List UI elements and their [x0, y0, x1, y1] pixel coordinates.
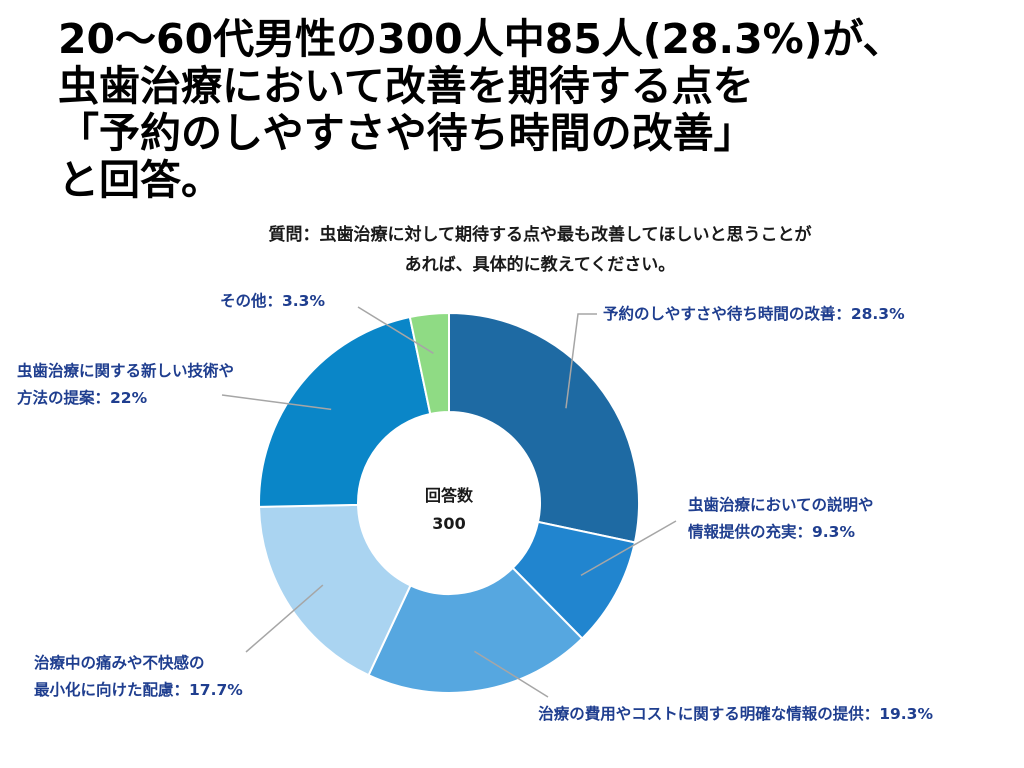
slice-label-line: 虫歯治療においての説明や: [688, 495, 874, 514]
slice-label-line: 方法の提案：22%: [17, 388, 148, 407]
question-line: あれば、具体的に教えてください。: [404, 255, 676, 275]
slice-label: 虫歯治療においての説明や情報提供の充実：9.3%: [688, 495, 874, 541]
leader-line: [221, 394, 332, 411]
slice-label: 治療の費用やコストに関する明確な情報の提供：19.3%: [538, 704, 933, 723]
slice-label-line: その他：3.3%: [220, 291, 325, 310]
headline-line: 虫歯治療において改善を期待する点を: [58, 62, 754, 110]
leader-line: [357, 306, 434, 354]
slice-label-line: 情報提供の充実：9.3%: [688, 522, 855, 541]
slice-label: 虫歯治療に関する新しい技術や方法の提案：22%: [17, 361, 234, 407]
slice-label: その他：3.3%: [220, 291, 325, 310]
headline: 20〜60代男性の300人中85人(28.3%)が、 虫歯治療において改善を期待…: [58, 16, 1008, 204]
headline-line: 20〜60代男性の300人中85人(28.3%)が、: [58, 15, 904, 63]
leader-line: [565, 313, 597, 409]
donut-slice: [258, 315, 432, 508]
donut-slice: [408, 311, 450, 416]
slice-label-line: 虫歯治療に関する新しい技術や: [17, 361, 234, 380]
headline-line: と回答。: [58, 156, 222, 204]
leader-line: [580, 520, 677, 577]
donut-slice: [258, 503, 412, 677]
question-line: 質問：虫歯治療に対して期待する点や最も改善してほしいと思うことが: [268, 225, 812, 245]
slice-label: 予約のしやすさや待ち時間の改善：28.3%: [603, 304, 905, 323]
survey-question: 質問：虫歯治療に対して期待する点や最も改善してほしいと思うことが あれば、具体的…: [100, 220, 980, 280]
slice-label-line: 治療の費用やコストに関する明確な情報の提供：19.3%: [538, 704, 933, 723]
slice-label: 治療中の痛みや不快感の最小化に向けた配慮：17.7%: [34, 653, 243, 699]
slice-label-line: 最小化に向けた配慮：17.7%: [34, 680, 243, 699]
donut-center-label: 回答数: [425, 486, 474, 505]
leader-line: [245, 584, 324, 653]
slice-label-line: 治療中の痛みや不快感の: [34, 653, 205, 672]
donut-center-value: 300: [432, 514, 465, 533]
donut-slice: [448, 311, 640, 544]
slice-label-line: 予約のしやすさや待ち時間の改善：28.3%: [603, 304, 905, 323]
headline-line: 「予約のしやすさや待ち時間の改善」: [58, 109, 755, 157]
donut-slice: [367, 566, 584, 694]
leader-line: [474, 650, 549, 698]
